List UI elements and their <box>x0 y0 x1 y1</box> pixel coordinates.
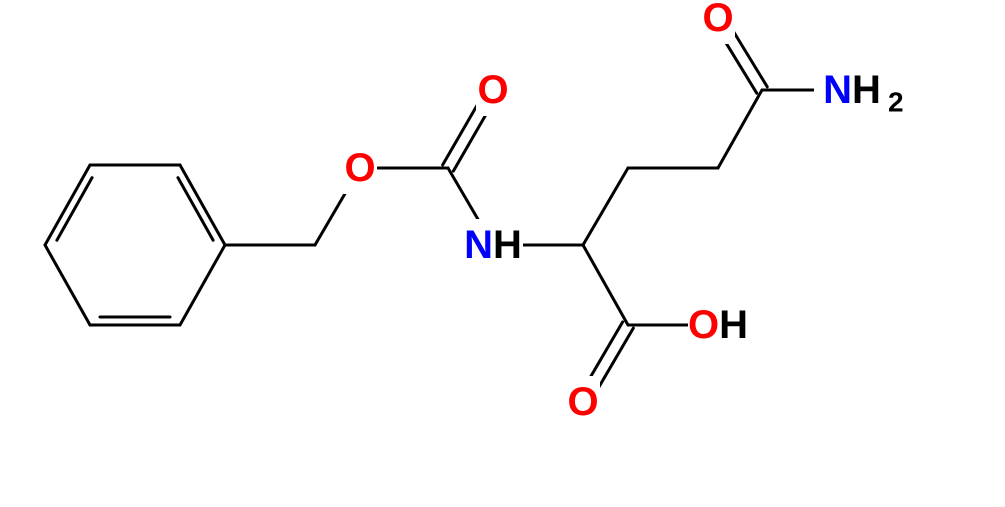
svg-text:O: O <box>477 68 508 112</box>
atom-o14: O <box>566 376 600 428</box>
molecule-diagram: OONHOOHONH2 <box>0 0 1005 507</box>
svg-text:O: O <box>344 146 375 190</box>
atom-n11: NH <box>463 219 523 271</box>
atom-o19: O <box>701 0 735 44</box>
atom-o15: OH <box>688 299 748 351</box>
svg-text:OH: OH <box>688 303 748 347</box>
svg-text:O: O <box>567 380 598 424</box>
atom-o8: O <box>343 142 377 194</box>
atom-n20: NH2 <box>814 64 904 118</box>
svg-text:2: 2 <box>888 87 904 118</box>
svg-text:NH: NH <box>464 223 522 267</box>
svg-text:O: O <box>702 0 733 40</box>
svg-text:NH: NH <box>823 68 881 112</box>
atom-o10: O <box>476 64 510 116</box>
